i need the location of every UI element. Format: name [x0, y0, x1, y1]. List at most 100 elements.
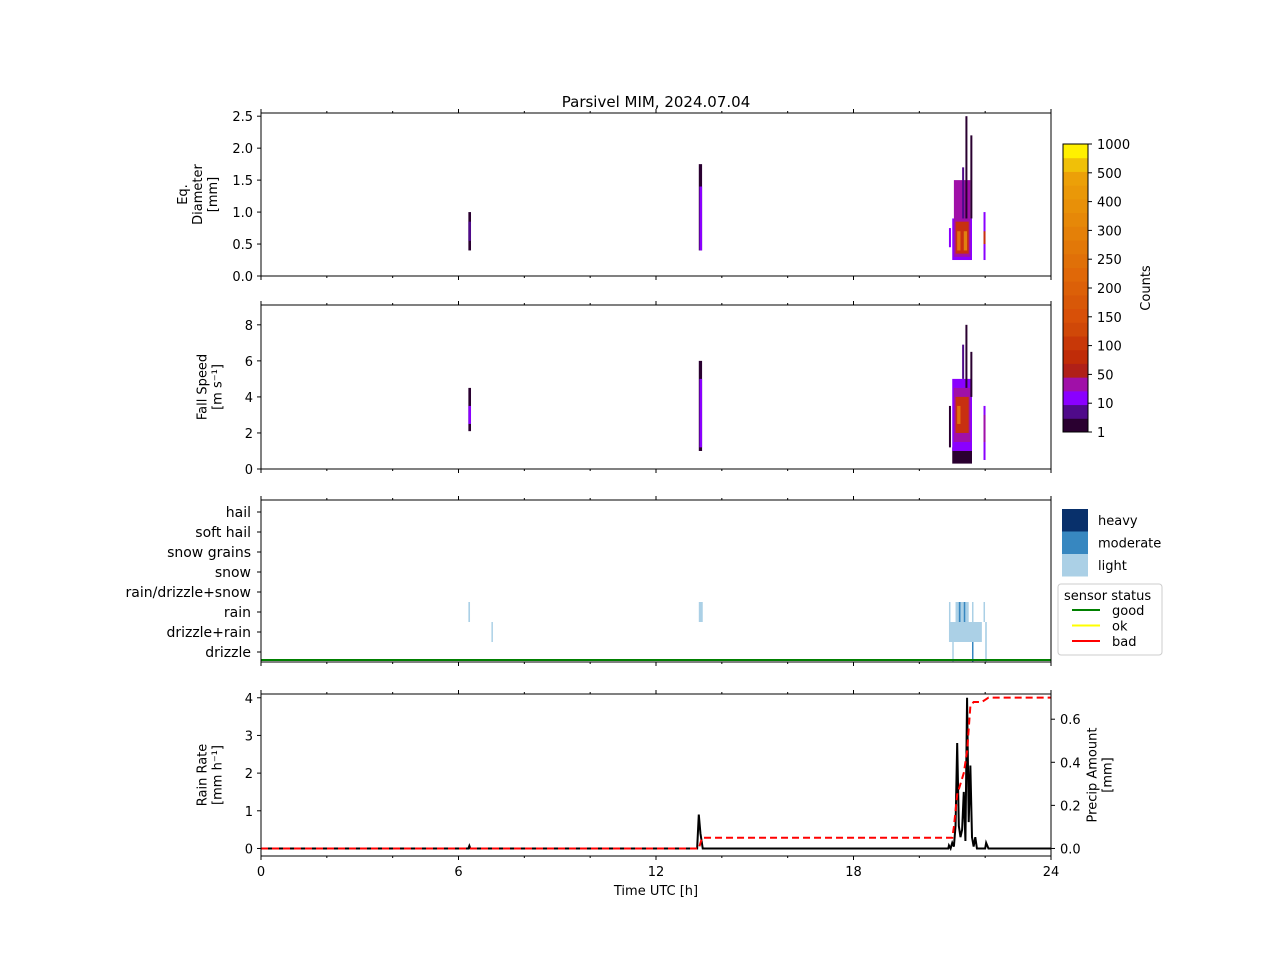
heatmap-cell	[952, 447, 972, 464]
heatmap-cell	[965, 116, 968, 219]
precip-type-bar	[985, 622, 987, 642]
heatmap-cell	[699, 186, 703, 251]
precip-type-bar	[985, 642, 987, 662]
colorbar-segment	[1063, 322, 1088, 337]
colorbar-tick-label: 10	[1097, 397, 1114, 412]
colorbar-segment	[1063, 294, 1088, 310]
colorbar-tick-label: 50	[1097, 368, 1114, 383]
y2-axis-label: Precip Amount[mm]	[1086, 728, 1116, 823]
intensity-swatch	[1062, 509, 1088, 532]
y-tick-label: 8	[245, 319, 253, 334]
rain-rate-line	[261, 697, 1051, 852]
heatmap-cell	[468, 405, 472, 424]
y-tick-label: 4	[245, 391, 253, 406]
intensity-swatch	[1062, 531, 1088, 554]
category-label: drizzle	[205, 645, 251, 661]
y-tick-label: 2	[245, 427, 253, 442]
colorbar-segment	[1063, 363, 1088, 378]
colorbar-tick-label: 300	[1097, 224, 1122, 239]
y2-tick-label: 0.2	[1060, 799, 1081, 814]
colorbar-segment	[1063, 377, 1088, 392]
heatmap-cell	[970, 351, 973, 397]
colorbar-tick-label: 500	[1097, 167, 1122, 182]
y-axis-label: Fall Speed[m s⁻¹]	[196, 354, 226, 420]
x-axis-label: Time UTC [h]	[613, 884, 698, 899]
y-tick-label: 2.0	[232, 142, 253, 157]
y-tick-label: 4	[245, 692, 253, 707]
precip-type-bar	[972, 602, 974, 622]
y-tick-label: 0.5	[232, 238, 253, 253]
precip-type-bar	[948, 602, 951, 622]
precip-type-bar	[972, 642, 974, 662]
y-tick-label: 2.5	[232, 110, 253, 125]
axes-frame	[260, 693, 1052, 857]
precip-type-bar	[983, 602, 986, 622]
status-legend-label: ok	[1112, 620, 1128, 635]
y2-tick-label: 0.4	[1060, 756, 1081, 771]
colorbar-segment	[1063, 281, 1088, 296]
intensity-label: light	[1098, 559, 1127, 574]
colorbar-tick-label: 150	[1097, 311, 1122, 326]
colorbar-segment	[1063, 267, 1088, 282]
category-label: hail	[226, 505, 251, 521]
axes-frame	[260, 304, 1052, 470]
colorbar-tick-label: 200	[1097, 282, 1122, 297]
heatmap-cell	[948, 228, 951, 248]
precip-type-bar	[948, 622, 982, 642]
colorbar-tick-label: 1000	[1097, 138, 1130, 153]
colorbar-tick-label: 100	[1097, 340, 1122, 355]
chart-title: Parsivel MIM, 2024.07.04	[562, 93, 750, 111]
heatmap-cell	[965, 324, 968, 388]
colorbar-segment	[1063, 171, 1088, 186]
y-tick-label: 6	[245, 355, 253, 370]
y-tick-label: 0	[245, 463, 253, 478]
category-label: snow	[215, 565, 251, 581]
heatmap-cell	[970, 135, 973, 219]
intensity-label: moderate	[1098, 537, 1161, 552]
colorbar-segment	[1063, 157, 1088, 172]
heatmap-cell	[948, 405, 951, 448]
heatmap-cell	[983, 414, 986, 442]
colorbar-tick-label: 400	[1097, 196, 1122, 211]
x-tick-label: 6	[454, 865, 462, 880]
y-tick-label: 0	[245, 842, 253, 857]
y-tick-label: 3	[245, 729, 253, 744]
y2-tick-label: 0.0	[1060, 842, 1081, 857]
x-tick-label: 12	[648, 865, 665, 880]
y-axis-label: Rain Rate[mm h⁻¹]	[196, 744, 226, 807]
colorbar-segment	[1063, 390, 1088, 406]
heatmap-cell	[699, 378, 703, 448]
colorbar-segment	[1063, 404, 1088, 419]
y-tick-label: 1.5	[232, 174, 253, 189]
axes-frame	[260, 499, 1052, 663]
category-label: snow grains	[167, 545, 251, 561]
precip-type-bar	[958, 602, 961, 622]
x-tick-label: 24	[1043, 865, 1060, 880]
colorbar-tick-label: 250	[1097, 253, 1122, 268]
heatmap-cell	[962, 167, 965, 219]
category-label: rain	[224, 605, 251, 621]
heatmap-cell	[963, 231, 968, 251]
status-legend-label: good	[1112, 604, 1144, 619]
status-legend-label: bad	[1112, 635, 1136, 650]
colorbar-segment	[1063, 226, 1088, 241]
heatmap-cell	[983, 231, 986, 245]
status-legend-title: sensor status	[1064, 589, 1151, 604]
y-tick-label: 0.0	[232, 270, 253, 285]
precip-amount-line	[261, 696, 1051, 850]
status-legend-box	[1057, 583, 1163, 656]
colorbar-segment	[1063, 144, 1088, 159]
y-tick-label: 2	[245, 767, 253, 782]
x-tick-label: 18	[845, 865, 862, 880]
colorbar-tick-label: 1	[1097, 426, 1105, 441]
x-tick-label: 0	[257, 865, 265, 880]
colorbar-segment	[1063, 336, 1088, 351]
precip-type-bar	[698, 602, 703, 622]
heatmap-cell	[962, 344, 965, 379]
colorbar-segment	[1063, 418, 1088, 433]
colorbar-segment	[1063, 253, 1088, 268]
precip-type-bar	[468, 602, 471, 622]
precip-type-bar	[955, 602, 969, 622]
